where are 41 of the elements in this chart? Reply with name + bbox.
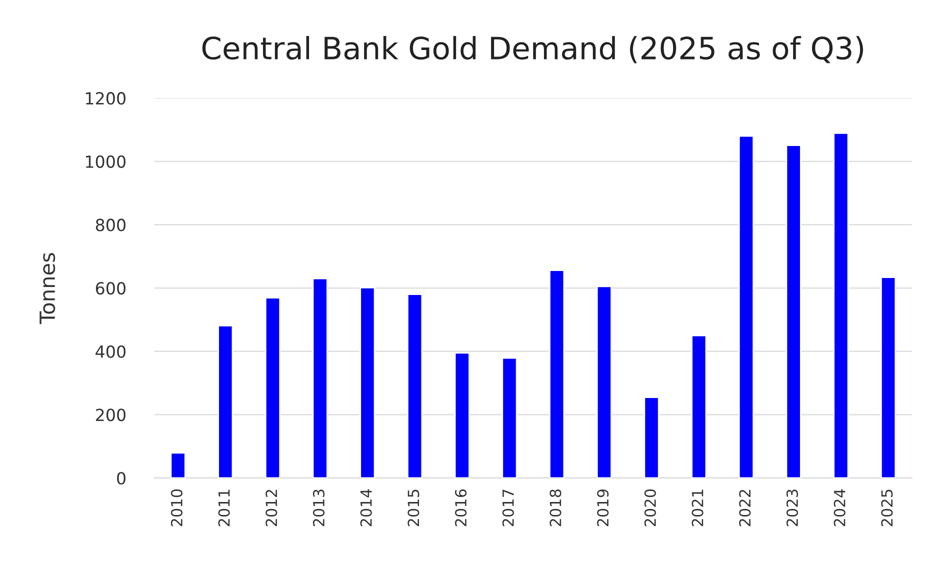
y-tick-label: 400 xyxy=(96,345,126,358)
x-tick-label: 2016 xyxy=(455,489,467,526)
bar xyxy=(691,334,707,478)
x-tick-label: 2014 xyxy=(360,489,372,526)
y-tick-label: 600 xyxy=(96,282,126,295)
y-axis-title: Tonnes xyxy=(40,253,56,324)
x-tick-label: 2011 xyxy=(218,490,230,526)
bar xyxy=(596,286,612,478)
x-tick-label: 2019 xyxy=(597,489,609,526)
chart-title: Central Bank Gold Demand (2025 as of Q3) xyxy=(202,36,864,64)
x-tick-label: 2017 xyxy=(502,490,514,526)
x-tick-label: 2010 xyxy=(170,489,182,526)
y-tick-label: 200 xyxy=(96,408,126,422)
x-tick-label: 2025 xyxy=(881,490,893,526)
x-tick-label: 2022 xyxy=(739,490,751,526)
bar xyxy=(218,325,234,478)
bar xyxy=(264,297,281,478)
bar xyxy=(406,294,423,478)
x-tick-label: 2020 xyxy=(644,489,656,526)
bar xyxy=(170,452,186,478)
bar xyxy=(738,135,754,478)
x-tick-label: 2024 xyxy=(834,489,846,526)
bar xyxy=(454,352,470,478)
x-tick-label: 2018 xyxy=(550,489,562,526)
y-tick-label: 1000 xyxy=(86,155,126,168)
y-tick-label: 800 xyxy=(96,218,126,232)
bar xyxy=(549,270,565,478)
bar xyxy=(786,144,802,478)
x-tick-label: 2023 xyxy=(786,490,798,526)
bar xyxy=(312,278,328,478)
y-tick-label: 0 xyxy=(117,472,126,485)
y-tick-label: 1200 xyxy=(86,92,126,105)
x-tick-label: 2015 xyxy=(408,490,420,526)
bar xyxy=(644,396,660,478)
bar xyxy=(833,132,849,478)
x-tick-label: 2012 xyxy=(266,490,278,526)
bar xyxy=(880,276,896,478)
x-tick-label: 2013 xyxy=(312,490,325,526)
x-tick-label: 2021 xyxy=(692,490,704,526)
bar xyxy=(502,357,518,478)
bar xyxy=(360,287,376,478)
